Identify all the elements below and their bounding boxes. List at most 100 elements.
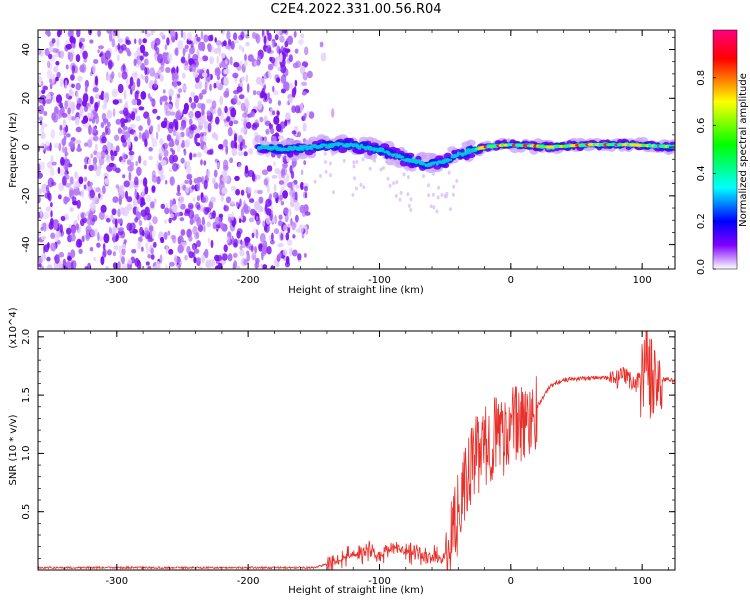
- noise-blob: [194, 110, 202, 119]
- noise-blob: [233, 32, 238, 41]
- noise-blob: [107, 249, 112, 256]
- noise-blob: [227, 253, 233, 262]
- noise-blob: [87, 112, 91, 119]
- noise-blob: [279, 35, 285, 43]
- noise-blob: [215, 216, 222, 225]
- noise-blob: [120, 117, 126, 124]
- noise-blob: [46, 161, 53, 169]
- noise-blob: [67, 252, 71, 262]
- noise-blob: [293, 30, 297, 38]
- noise-blob: [156, 115, 161, 120]
- noise-blob: [123, 180, 130, 188]
- noise-blob: [265, 198, 272, 207]
- noise-blob: [252, 31, 257, 39]
- noise-blob: [188, 251, 194, 259]
- noise-blob: [170, 234, 176, 240]
- noise-blob: [240, 189, 245, 196]
- noise-blob: [180, 229, 186, 236]
- noise-blob: [143, 58, 149, 66]
- noise-blob: [193, 248, 200, 254]
- noise-blob: [56, 30, 61, 38]
- noise-blob: [94, 102, 99, 112]
- faint-blob: [319, 174, 322, 178]
- noise-blob: [195, 133, 201, 139]
- noise-blob: [191, 102, 195, 112]
- noise-blob: [200, 159, 203, 166]
- faint-blob: [362, 185, 366, 190]
- noise-blob: [262, 220, 266, 228]
- noise-blob: [193, 178, 198, 184]
- noise-blob: [80, 211, 86, 219]
- noise-blob: [153, 198, 157, 204]
- noise-blob: [263, 73, 269, 80]
- noise-blob: [230, 185, 237, 191]
- noise-blob: [175, 110, 181, 121]
- noise-blob: [249, 110, 256, 118]
- noise-blob: [214, 37, 217, 43]
- noise-blob: [169, 207, 172, 214]
- faint-blob: [431, 192, 435, 197]
- noise-blob: [133, 58, 137, 67]
- faint-blob: [451, 192, 455, 197]
- noise-blob: [212, 221, 217, 230]
- noise-blob: [152, 108, 158, 114]
- noise-blob: [280, 74, 287, 84]
- noise-blob: [170, 111, 176, 116]
- noise-blob: [166, 37, 170, 46]
- noise-blob: [141, 246, 144, 252]
- y-tick-label: -20: [21, 188, 32, 204]
- faint-blob: [379, 167, 383, 172]
- x-tick-label: -300: [105, 576, 128, 587]
- noise-blob: [241, 47, 245, 53]
- noise-blob: [127, 137, 131, 146]
- noise-blob: [256, 55, 262, 63]
- snr-marks: [38, 331, 675, 570]
- noise-blob: [192, 225, 198, 235]
- noise-blob: [120, 129, 126, 135]
- noise-blob: [179, 126, 185, 131]
- faint-blob: [455, 179, 459, 183]
- noise-blob: [57, 166, 61, 175]
- noise-blob: [92, 87, 99, 93]
- noise-blob: [222, 139, 228, 148]
- noise-blob: [125, 101, 128, 106]
- faint-blob: [406, 175, 410, 180]
- noise-blob: [131, 98, 137, 106]
- noise-blob: [280, 233, 284, 241]
- noise-blob: [289, 247, 293, 257]
- faint-blob: [372, 157, 376, 162]
- noise-blob: [278, 180, 285, 185]
- noise-blob: [59, 130, 62, 137]
- ridge-blob: [466, 139, 476, 147]
- noise-blob: [132, 198, 136, 207]
- noise-blob: [248, 198, 255, 203]
- noise-blob: [219, 95, 224, 106]
- noise-blob: [71, 30, 74, 37]
- noise-blob: [122, 107, 129, 117]
- noise-blob: [232, 72, 239, 79]
- noise-blob: [131, 249, 137, 254]
- noise-blob: [255, 76, 262, 85]
- noise-blob: [203, 160, 207, 166]
- noise-blob: [236, 228, 243, 235]
- noise-blob: [251, 173, 256, 182]
- noise-blob: [292, 182, 295, 190]
- noise-blob: [134, 136, 139, 142]
- noise-blob: [64, 170, 67, 177]
- noise-blob: [219, 222, 225, 230]
- noise-blob: [81, 119, 87, 124]
- noise-blob: [99, 94, 105, 100]
- noise-blob: [230, 200, 235, 205]
- noise-blob: [119, 207, 126, 215]
- noise-blob: [69, 207, 74, 212]
- noise-blob: [241, 144, 248, 149]
- noise-blob: [201, 114, 207, 124]
- noise-blob: [167, 52, 173, 63]
- noise-blob: [134, 176, 139, 186]
- noise-blob: [190, 63, 196, 73]
- noise-blob: [282, 162, 288, 169]
- faint-blob: [448, 207, 452, 212]
- noise-blob: [243, 60, 248, 67]
- noise-blob: [96, 152, 102, 160]
- noise-blob: [138, 38, 142, 46]
